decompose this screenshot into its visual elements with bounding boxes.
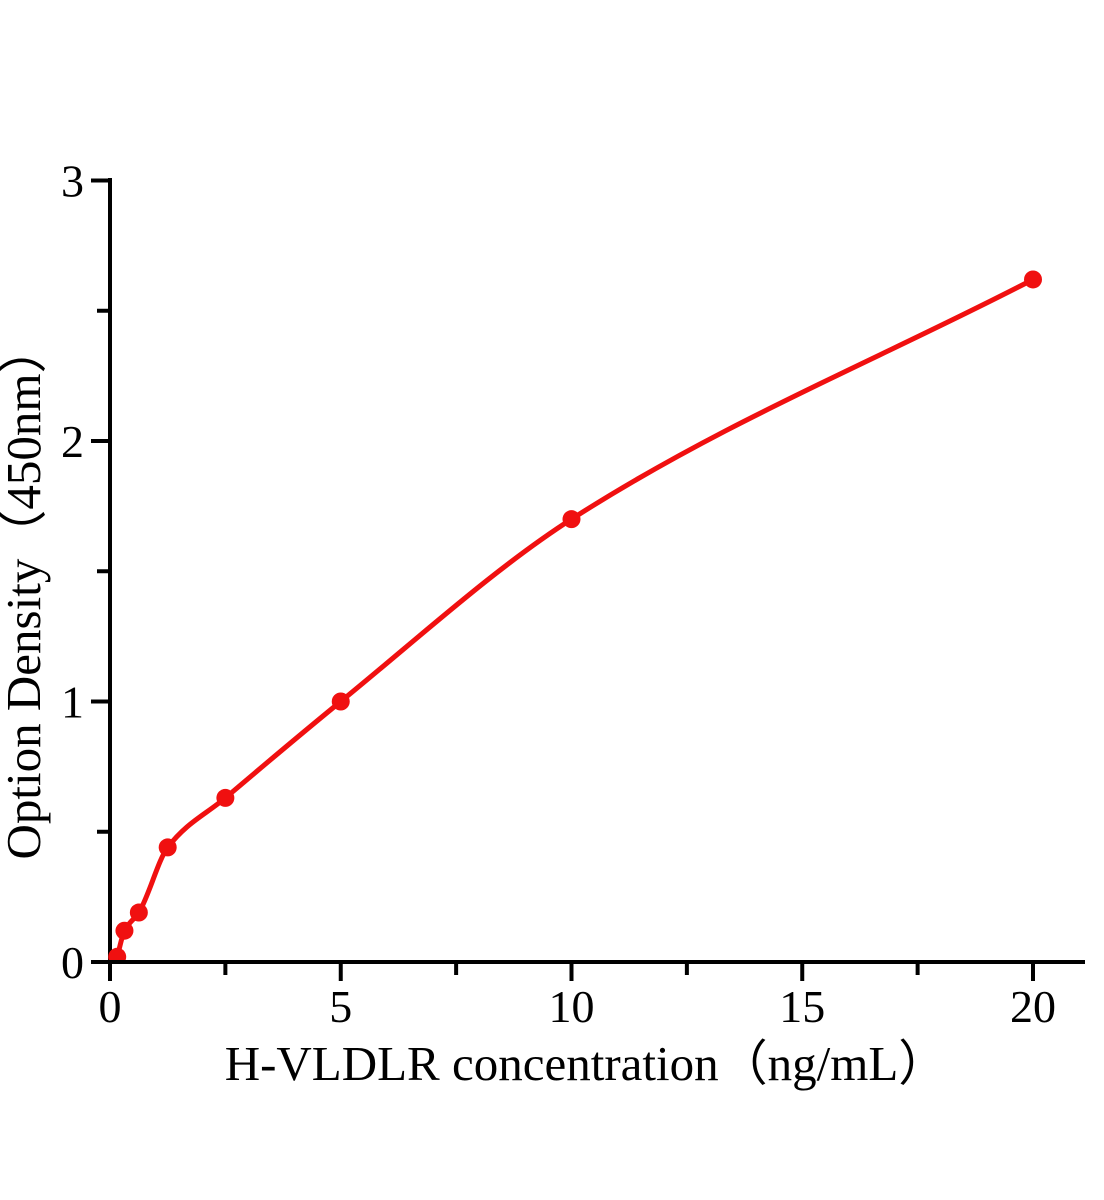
data-point-marker (1024, 270, 1042, 289)
data-point-marker (216, 788, 235, 807)
x-tick-label: 20 (1010, 981, 1056, 1032)
tick-labels: 0 5 10 15 20 0 1 2 3 (61, 156, 1056, 1033)
x-tick-label: 10 (549, 981, 595, 1032)
data-point-marker (108, 947, 127, 960)
series-standard-curve (108, 270, 1042, 960)
x-tick-label: 15 (779, 981, 825, 1032)
x-tick-label: 5 (329, 981, 352, 1032)
x-tick-label: 0 (99, 981, 122, 1032)
y-tick-label: 2 (61, 416, 84, 467)
axis-ticks (91, 178, 1035, 981)
data-point-marker (562, 510, 581, 529)
x-axis-title: H-VLDLR concentration（ng/mL） (225, 1036, 948, 1091)
data-point-marker (115, 921, 134, 940)
y-axis-title: Option Density（450nm） (0, 325, 51, 860)
data-point-marker (158, 838, 177, 857)
y-tick-label: 3 (61, 156, 84, 207)
data-point-marker (129, 903, 148, 922)
standard-curve-line (114, 276, 1036, 960)
data-point-marker (331, 692, 350, 711)
y-tick-label: 0 (61, 937, 84, 988)
axes (108, 178, 1085, 964)
y-tick-label: 1 (61, 677, 84, 728)
